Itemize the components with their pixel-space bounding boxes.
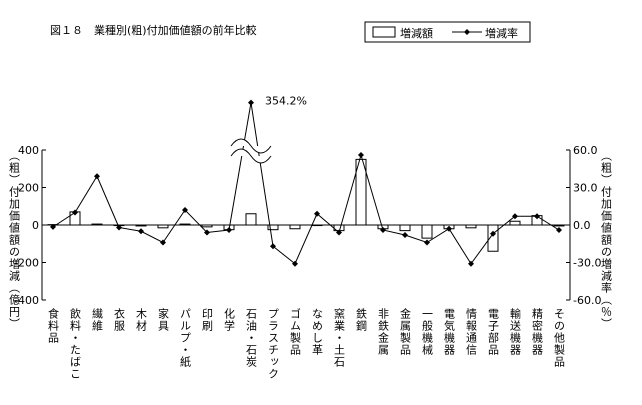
- x-tick-label: 窯業・土石: [333, 307, 346, 368]
- marker: [336, 229, 342, 236]
- marker: [292, 260, 298, 267]
- x-tick-label: 家具: [157, 307, 170, 332]
- bar: [179, 223, 191, 226]
- y2-tick-label: 0.0: [573, 219, 591, 232]
- x-tick-label: なめし革: [311, 308, 324, 356]
- x-tick-label: 輸送機器: [509, 307, 522, 356]
- x-tick-label: 鉄鋼: [355, 307, 368, 332]
- x-tick-label: 電気機器: [443, 308, 456, 356]
- x-tick-label: 石油・石炭: [245, 308, 258, 368]
- marker: [534, 213, 540, 220]
- bar: [553, 224, 565, 227]
- x-tick-label: 電子部品: [487, 308, 500, 356]
- axis-break: [230, 138, 272, 154]
- marker: [72, 209, 78, 216]
- legend-swatch: [372, 26, 396, 38]
- data-label: 354.2%: [265, 95, 307, 108]
- legend-box: [364, 21, 531, 43]
- bar: [201, 224, 213, 228]
- marker: [94, 173, 100, 180]
- y2-tick-label: 60.0: [573, 144, 598, 157]
- legend-label: 増減額: [400, 26, 433, 40]
- marker: [204, 229, 210, 236]
- y2-tick-label: -30.0: [573, 257, 601, 270]
- y-tick-label: 400: [18, 144, 39, 157]
- x-tick-label: 精密機器: [531, 308, 544, 356]
- marker: [424, 239, 430, 246]
- bar: [157, 224, 169, 229]
- marker: [50, 223, 56, 230]
- bar: [355, 158, 367, 226]
- bar: [311, 224, 323, 227]
- legend-marker: [464, 29, 470, 35]
- chart-title: 図１８ 業種別(粗)付加価値額の前年比較: [50, 23, 257, 37]
- x-tick-label: プラスチック: [267, 308, 280, 380]
- marker: [314, 210, 320, 217]
- x-tick-label: 飲料・たばこ: [69, 307, 82, 380]
- y-tick-label: -200: [14, 257, 39, 270]
- y-tick-label: 200: [18, 182, 39, 195]
- x-tick-label: その他製品: [553, 308, 566, 368]
- y2-tick-label: -60.0: [573, 294, 601, 307]
- marker: [556, 227, 562, 233]
- bar: [289, 224, 301, 230]
- marker: [116, 224, 122, 231]
- marker: [446, 225, 452, 232]
- marker: [490, 230, 496, 237]
- marker: [358, 152, 364, 158]
- bar: [487, 224, 499, 252]
- x-tick-label: 印刷: [201, 308, 214, 332]
- x-tick-label: 一般機械: [421, 308, 434, 356]
- legend-label: 増減率: [485, 26, 518, 40]
- marker: [248, 99, 254, 106]
- x-tick-label: 情報通信: [465, 308, 478, 356]
- y2-axis-label: （粗）付加価値額の増減率（％）: [600, 150, 613, 330]
- bar: [465, 224, 477, 229]
- x-tick-label: 化学: [223, 307, 236, 332]
- x-tick-label: 木材: [135, 308, 148, 332]
- marker: [226, 227, 232, 233]
- marker: [468, 260, 474, 267]
- bar: [399, 224, 411, 232]
- bar: [509, 220, 521, 226]
- x-tick-label: 食料品: [47, 307, 60, 344]
- marker: [138, 228, 144, 235]
- y-axis-label: （粗）付加価値額の増減（億円）: [8, 150, 21, 330]
- line: [52, 102, 560, 265]
- marker: [402, 232, 408, 238]
- bar: [421, 224, 433, 239]
- x-tick-label: 非鉄金属: [377, 308, 390, 356]
- x-tick-label: ゴム製品: [289, 307, 302, 356]
- bar: [245, 213, 257, 226]
- marker: [182, 207, 188, 213]
- x-tick-label: 金属製品: [399, 307, 412, 356]
- bar: [91, 223, 103, 226]
- marker: [160, 239, 166, 246]
- x-tick-label: パルプ・紙: [179, 308, 192, 368]
- x-tick-label: 繊維: [91, 308, 104, 332]
- bar: [267, 224, 279, 231]
- y-tick-label: 0: [32, 219, 39, 232]
- marker: [380, 227, 386, 233]
- y2-tick-label: 30.0: [573, 182, 598, 195]
- axis-break: [230, 148, 272, 164]
- bar: [135, 224, 147, 227]
- x-tick-label: 衣服: [113, 307, 126, 332]
- marker: [270, 243, 276, 250]
- y-tick-label: -400: [14, 294, 39, 307]
- marker: [512, 213, 518, 220]
